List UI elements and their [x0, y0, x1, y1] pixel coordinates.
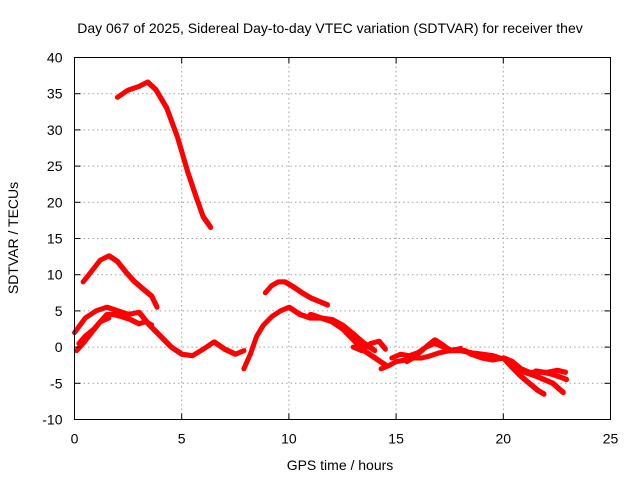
x-axis-label: GPS time / hours [287, 457, 394, 473]
y-tick-label: 0 [55, 339, 63, 355]
series-line-track-16 [533, 368, 569, 383]
x-tick-label: 0 [71, 431, 79, 447]
series-line-track-9-jitter [353, 338, 388, 351]
y-tick-label: 35 [47, 86, 63, 102]
series-line-track-10-jitter [381, 348, 502, 369]
series-line-track-1-jitter [117, 79, 213, 228]
series-line-track-8 [307, 312, 378, 354]
y-tick-label: 15 [47, 231, 63, 247]
series-line-track-6-jitter [244, 304, 388, 369]
x-tick-label: 5 [178, 431, 186, 447]
series-line-track-1 [114, 79, 214, 231]
y-tick-label: -5 [50, 375, 63, 391]
series-line-track-14-jitter [503, 355, 547, 394]
x-tick-label: 15 [388, 431, 404, 447]
chart-title: Day 067 of 2025, Sidereal Day-to-day VTE… [77, 20, 583, 36]
y-tick-label: 10 [47, 267, 63, 283]
y-tick-label: 25 [47, 158, 63, 174]
series-line-track-2-jitter [83, 253, 160, 307]
x-tick-label: 10 [281, 431, 297, 447]
y-tick-label: 20 [47, 194, 63, 210]
series-line-track-16-jitter [535, 368, 569, 380]
y-tick-label: -10 [42, 412, 62, 428]
grid-lines [74, 57, 611, 420]
series-line-track-14 [500, 355, 547, 397]
series-line-track-12-jitter [392, 341, 463, 358]
series-line-track-10 [378, 348, 502, 372]
series-line-track-3-jitter [74, 304, 247, 356]
y-axis-label: SDTVAR / TECUs [5, 182, 21, 294]
series-line-track-8-jitter [310, 312, 377, 351]
y-tick-label: 5 [55, 303, 63, 319]
y-tick-label: 40 [47, 50, 63, 66]
x-tick-label: 20 [496, 431, 512, 447]
x-tick-label: 25 [603, 431, 619, 447]
series-line-track-15-jitter [514, 366, 566, 393]
series-line-track-7-jitter [265, 279, 330, 305]
series-line-track-15 [511, 366, 566, 396]
series-line-track-5-jitter [79, 315, 112, 343]
series-layer [72, 79, 569, 397]
y-tick-label: 30 [47, 122, 63, 138]
axis-ticks: 0 5 10 15 20 25 -10 -5 0 5 10 15 20 25 30 35 40 [42, 50, 618, 447]
series-line-track-3 [72, 304, 247, 359]
series-line-track-13-jitter [471, 351, 568, 372]
series-line-track-7 [262, 279, 330, 308]
